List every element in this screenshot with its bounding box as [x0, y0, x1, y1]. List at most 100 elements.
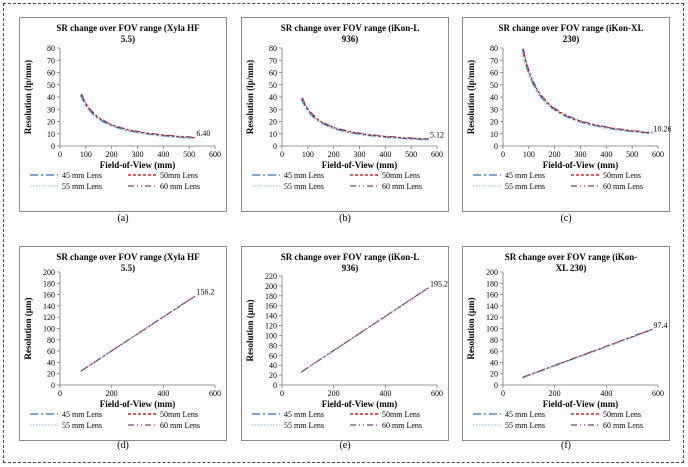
panel-caption: (a) — [117, 213, 129, 224]
y-tick-label: 50 — [269, 81, 277, 90]
y-tick-label: 70 — [47, 56, 55, 65]
x-tick-label: 600 — [652, 150, 664, 159]
y-tick-label: 0 — [273, 142, 277, 151]
series-line-lens60 — [522, 48, 653, 133]
y-tick-label: 60 — [47, 347, 55, 356]
y-axis-title: Resolution (lp/mm) — [245, 60, 255, 134]
chart-panel-5: SR change over FOV range (iKon-L 936) 0 20 4… — [241, 246, 449, 441]
legend-label: 60 mm Lens — [603, 182, 643, 191]
chart-title: SR change over FOV range (Xyla HF — [56, 252, 200, 262]
y-tick-label: 100 — [43, 325, 55, 334]
legend-label: 45 mm Lens — [284, 171, 324, 180]
y-tick-label: 50 — [490, 81, 498, 90]
series-line-lens55 — [79, 95, 194, 140]
y-tick-label: 200 — [265, 282, 277, 291]
panel-caption: (d) — [117, 440, 129, 451]
series-line-lens55 — [521, 330, 652, 379]
x-tick-label: 0 — [280, 150, 284, 159]
legend-label: 55 mm Lens — [284, 421, 324, 430]
chart-title: SR change over FOV range (iKon-XL — [499, 23, 644, 33]
x-axis-title: Field-of-View (mm) — [322, 399, 397, 409]
y-tick-label: 40 — [269, 93, 277, 102]
legend-label: 60 mm Lens — [382, 421, 422, 430]
x-tick-label: 200 — [549, 389, 561, 398]
legend-label: 50mm Lens — [603, 171, 641, 180]
y-tick-label: 20 — [269, 118, 277, 127]
y-tick-label: 80 — [269, 341, 277, 350]
y-tick-label: 40 — [490, 93, 498, 102]
chart-panel-1: SR change over FOV range (Xyla HF 5.5) 0 10… — [19, 17, 227, 212]
legend-label: 45 mm Lens — [284, 410, 324, 419]
data-label: 6.40 — [196, 129, 210, 138]
y-tick-label: 20 — [47, 370, 55, 379]
panel-caption: (c) — [560, 213, 572, 224]
x-axis-title: Field-of-View (mm) — [100, 399, 175, 409]
x-tick-label: 100 — [80, 150, 92, 159]
y-tick-label: 140 — [43, 302, 55, 311]
y-tick-label: 220 — [265, 272, 277, 281]
x-tick-label: 100 — [523, 150, 535, 159]
y-tick-label: 20 — [490, 118, 498, 127]
x-axis-title: Field-of-View (mm) — [543, 160, 618, 170]
legend-label: 45 mm Lens — [62, 171, 102, 180]
figure-frame — [3, 3, 684, 463]
x-tick-label: 0 — [280, 389, 284, 398]
x-tick-label: 300 — [132, 150, 144, 159]
x-axis-title: Field-of-View (mm) — [543, 399, 618, 409]
x-axis-title: Field-of-View (mm) — [322, 160, 397, 170]
x-tick-label: 600 — [431, 389, 443, 398]
legend-label: 60 mm Lens — [382, 182, 422, 191]
series-line-lens50 — [301, 97, 429, 140]
legend-label: 45 mm Lens — [62, 410, 102, 419]
series-line-lens60 — [81, 93, 196, 138]
series-line-lens60 — [523, 328, 653, 378]
chart-svg: SR change over FOV range (Xyla HF5.5) 0 10… — [23, 23, 221, 191]
legend-label: 45 mm Lens — [505, 171, 545, 180]
y-axis-title: Resolution (µm) — [23, 298, 33, 360]
x-tick-label: 200 — [106, 389, 118, 398]
data-label: 156.2 — [196, 288, 214, 297]
y-tick-label: 80 — [47, 336, 55, 345]
x-tick-label: 300 — [354, 150, 366, 159]
legend-label: 55 mm Lens — [505, 182, 545, 191]
chart-title: 5.5) — [121, 263, 135, 273]
x-tick-label: 0 — [58, 150, 62, 159]
x-tick-label: 0 — [501, 150, 505, 159]
y-tick-label: 60 — [269, 351, 277, 360]
x-tick-label: 400 — [157, 389, 169, 398]
y-axis-title: Resolution (lp/mm) — [466, 60, 476, 134]
y-tick-label: 180 — [43, 279, 55, 288]
y-tick-label: 0 — [51, 142, 55, 151]
y-tick-label: 160 — [265, 302, 277, 311]
y-tick-label: 160 — [43, 291, 55, 300]
panel-caption: (f) — [561, 440, 571, 451]
y-tick-label: 30 — [490, 105, 498, 114]
x-tick-label: 600 — [431, 150, 443, 159]
legend-label: 50mm Lens — [160, 171, 198, 180]
y-tick-label: 0 — [273, 381, 277, 390]
chart-title: 5.5) — [121, 34, 135, 44]
y-tick-label: 10 — [490, 130, 498, 139]
y-tick-label: 200 — [486, 268, 498, 277]
x-tick-label: 600 — [209, 150, 221, 159]
series-line-lens50 — [522, 48, 653, 134]
x-tick-label: 400 — [600, 389, 612, 398]
x-tick-label: 300 — [575, 150, 587, 159]
x-tick-label: 400 — [379, 389, 391, 398]
panel-caption: (b) — [339, 213, 351, 224]
chart-title: XL 230) — [556, 263, 587, 273]
y-tick-label: 60 — [269, 69, 277, 78]
x-tick-label: 200 — [549, 150, 561, 159]
legend-label: 55 mm Lens — [62, 182, 102, 191]
series-line-lens55 — [521, 50, 651, 135]
x-tick-label: 200 — [328, 150, 340, 159]
x-tick-label: 0 — [58, 389, 62, 398]
chart-title: SR change over FOV range (iKon-L — [281, 252, 419, 262]
chart-panel-4: SR change over FOV range (Xyla HF 5.5) 0 20… — [19, 246, 227, 441]
chart-title: 936) — [342, 34, 359, 44]
chart-svg: SR change over FOV range (Xyla HF5.5) 0 20… — [23, 252, 221, 430]
y-tick-label: 80 — [269, 44, 277, 53]
panel-caption: (e) — [339, 440, 351, 451]
